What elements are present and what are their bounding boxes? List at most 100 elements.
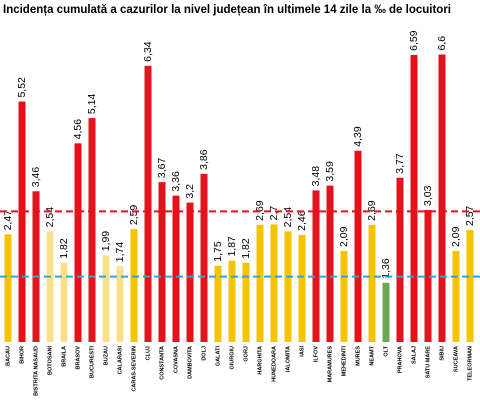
- value-label: 4,39: [352, 126, 364, 147]
- x-tick-label: DOLJ: [201, 346, 207, 361]
- bar: [256, 224, 264, 342]
- x-tick-label: MEHEDINTI: [341, 346, 347, 377]
- bar: [396, 177, 404, 342]
- value-label: 3,67: [156, 158, 168, 179]
- x-tick-label: IALOMITA: [285, 346, 291, 372]
- bar: [144, 65, 152, 342]
- value-label: 2,7: [268, 206, 280, 221]
- x-tick-label: SALAJ: [411, 346, 417, 364]
- bar: [186, 202, 194, 342]
- x-tick-label: BRAILA: [61, 346, 67, 367]
- value-label: 6,6: [436, 36, 448, 51]
- bar: [438, 54, 446, 342]
- x-tick-label: DAMBOVITA: [187, 346, 193, 379]
- x-tick-label: PRAHOVA: [397, 346, 403, 373]
- bar: [158, 182, 166, 342]
- value-label: 2,47: [2, 210, 14, 231]
- value-label: 1,75: [212, 241, 224, 262]
- value-label: 1,82: [58, 238, 70, 259]
- value-label: 1,36: [380, 258, 392, 279]
- x-tick-label: GALATI: [215, 346, 221, 367]
- value-label: 1,82: [240, 238, 252, 259]
- value-label: 3,2: [184, 184, 196, 199]
- bar: [298, 234, 306, 342]
- value-label: 3,59: [324, 161, 336, 182]
- x-tick-label: COVASNA: [173, 346, 179, 373]
- x-tick-label: CALARASI: [117, 346, 123, 375]
- x-tick-label: CLUJ: [145, 346, 151, 360]
- bar: [354, 150, 362, 342]
- value-label: 3,86: [198, 149, 210, 170]
- bar: [200, 173, 208, 342]
- value-label: 1,74: [114, 242, 126, 263]
- value-label: 6,34: [142, 41, 154, 62]
- value-label: 3,77: [394, 153, 406, 174]
- x-tick-label: GIURGIU: [229, 346, 235, 370]
- x-tick-label: BACAU: [5, 346, 11, 366]
- x-tick-label: BOTOSANI: [47, 346, 53, 375]
- x-tick-label: TELEORMAN: [467, 346, 473, 381]
- x-tick-label: BRASOV: [75, 346, 81, 370]
- x-tick-label: HARGHITA: [257, 346, 263, 375]
- x-tick-label: IASI: [299, 346, 305, 357]
- bar: [270, 224, 278, 342]
- bar: [172, 195, 180, 342]
- x-tick-label: SATU MARE: [425, 346, 431, 379]
- bar: [46, 231, 54, 342]
- chart-title: Incidența cumulată a cazurilor la nivel …: [3, 4, 451, 16]
- value-label: 3,03: [422, 185, 434, 206]
- value-label: 2,46: [296, 210, 308, 231]
- bar: [410, 54, 418, 342]
- bar: [228, 260, 236, 342]
- value-label: 2,54: [44, 207, 56, 228]
- bar: [368, 224, 376, 342]
- bar: [102, 255, 110, 342]
- bar: [326, 185, 334, 342]
- value-label: 2,59: [128, 205, 140, 226]
- bar: [340, 250, 348, 342]
- value-label: 2,54: [282, 207, 294, 228]
- x-tick-label: BUZAU: [103, 346, 109, 365]
- value-label: 5,14: [86, 93, 98, 114]
- bar: [284, 231, 292, 342]
- value-label: 5,52: [16, 77, 28, 98]
- value-label: 2,57: [464, 205, 476, 226]
- bar: [424, 210, 432, 342]
- bar: [214, 265, 222, 342]
- bar: [466, 230, 474, 342]
- value-label: 3,36: [170, 171, 182, 192]
- bar: [60, 262, 68, 342]
- bar: [452, 250, 460, 342]
- x-tick-label: CARAS-SEVERIN: [131, 346, 137, 392]
- bar: [382, 282, 390, 342]
- bar: [4, 234, 12, 342]
- value-label: 3,48: [310, 166, 322, 187]
- x-tick-label: SUCEAVA: [453, 346, 459, 372]
- x-tick-label: SIBIU: [439, 346, 445, 361]
- bar: [74, 143, 82, 342]
- value-label: 2,69: [366, 200, 378, 221]
- bar: [130, 229, 138, 342]
- value-label: 1,99: [100, 231, 112, 252]
- x-tick-label: BIHOR: [19, 346, 25, 364]
- x-tick-label: MURES: [355, 346, 361, 366]
- value-label: 2,09: [450, 226, 462, 247]
- bar: [88, 118, 96, 343]
- x-tick-label: GORJ: [243, 346, 249, 362]
- bar: [312, 190, 320, 342]
- x-tick-label: OLT: [383, 345, 389, 356]
- value-label: 4,56: [72, 119, 84, 140]
- value-label: 2,09: [338, 226, 350, 247]
- value-label: 3,46: [30, 167, 42, 188]
- value-label: 6,59: [408, 30, 420, 51]
- x-tick-label: HUNEDOARA: [271, 346, 277, 382]
- x-tick-label: BISTRITA NASAUD: [33, 346, 39, 396]
- x-tick-label: MARAMURES: [327, 346, 333, 383]
- x-tick-label: NEAMT: [369, 345, 375, 365]
- value-label: 1,87: [226, 236, 238, 257]
- bar: [32, 191, 40, 342]
- x-tick-label: CONSTANTA: [159, 346, 165, 380]
- bar: [116, 266, 124, 342]
- bar: [242, 262, 250, 342]
